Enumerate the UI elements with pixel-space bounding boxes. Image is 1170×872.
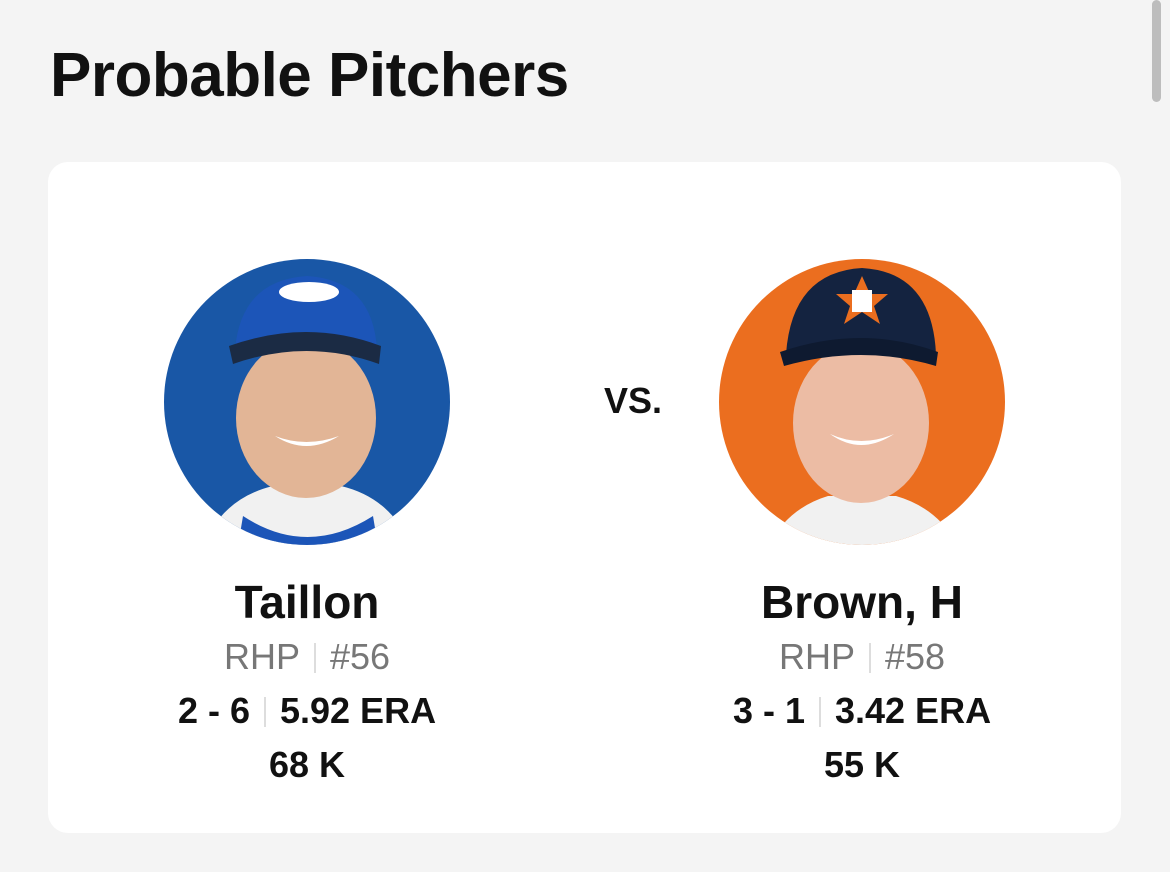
separator (263, 697, 266, 727)
page-title: Probable Pitchers (50, 41, 569, 110)
pitcher-name: Brown, H (761, 576, 963, 628)
separator (868, 643, 871, 673)
pitcher-name: Taillon (234, 576, 380, 628)
pitcher-photo (164, 259, 450, 545)
pitcher-era: 5.92 ERA (279, 690, 437, 731)
separator (313, 643, 316, 673)
scrollbar[interactable] (1152, 0, 1161, 102)
pitcher-position: RHP (223, 636, 300, 677)
pitcher-strikeouts: 55 K (823, 744, 901, 785)
pitcher-record: 3 - 1 (732, 690, 805, 731)
separator (818, 697, 821, 727)
pitcher-record: 2 - 6 (177, 690, 250, 731)
pitcher-position: RHP (778, 636, 855, 677)
versus-label: VS. (603, 380, 663, 421)
pitcher-era: 3.42 ERA (834, 690, 992, 731)
pitcher-card[interactable]: Taillon RHP #56 2 - 6 5.92 ERA 68 K (107, 258, 507, 786)
matchup-card: VS. Taillon RHP #56 2 - 6 5.92 ERA 68 K (48, 162, 1121, 833)
pitcher-card[interactable]: Brown, H RHP #58 3 - 1 3.42 ERA 55 K (662, 258, 1062, 786)
pitcher-number: #58 (884, 636, 946, 677)
pitcher-number: #56 (329, 636, 391, 677)
pitcher-strikeouts: 68 K (268, 744, 346, 785)
pitcher-photo (719, 259, 1005, 545)
